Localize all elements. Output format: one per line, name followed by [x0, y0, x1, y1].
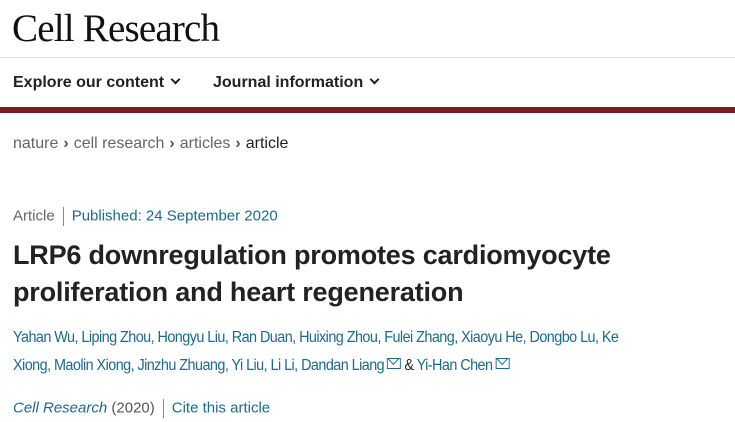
nav-explore-our-content[interactable]: Explore our content: [13, 74, 181, 92]
divider: [162, 399, 164, 418]
breadcrumb-current: article: [245, 135, 289, 152]
breadcrumb-articles[interactable]: articles: [179, 135, 231, 152]
ampersand: &: [404, 357, 414, 374]
breadcrumb: nature › cell research › articles › article: [13, 135, 288, 153]
article-meta: Article Published: 24 September 2020: [13, 207, 278, 226]
accent-bar: [0, 107, 735, 113]
citation-line: Cell Research (2020) Cite this article: [13, 399, 270, 418]
chevron-down-icon: [170, 74, 181, 85]
chevron-right-icon: ›: [169, 135, 175, 152]
cite-this-article-link[interactable]: Cite this article: [171, 399, 271, 417]
journal-name: Cell Research: [13, 399, 108, 417]
author-last[interactable]: Yi-Han Chen: [416, 357, 493, 374]
authors-line-2[interactable]: Xiong, Maolin Xiong, Jinzhu Zhuang, Yi L…: [13, 357, 385, 374]
year: (2020): [111, 399, 155, 417]
breadcrumb-nature[interactable]: nature: [13, 135, 59, 152]
chevron-right-icon: ›: [235, 135, 241, 152]
published-date: Published: 24 September 2020: [71, 207, 278, 225]
journal-logo[interactable]: Cell Research: [12, 7, 220, 50]
article-type: Article: [13, 207, 55, 225]
authors-line-1[interactable]: Yahan Wu, Liping Zhou, Hongyu Liu, Ran D…: [13, 329, 619, 346]
mail-icon[interactable]: [386, 358, 401, 369]
author-list: Yahan Wu, Liping Zhou, Hongyu Liu, Ran D…: [13, 324, 701, 380]
divider: [0, 57, 735, 58]
mail-icon[interactable]: [495, 358, 510, 369]
article-title: LRP6 downregulation promotes cardiomyocy…: [13, 240, 611, 307]
nav-label: Journal information: [213, 74, 364, 91]
chevron-right-icon: ›: [63, 135, 69, 152]
breadcrumb-cell-research[interactable]: cell research: [73, 135, 165, 152]
divider: [62, 207, 64, 226]
nav-journal-information[interactable]: Journal information: [213, 74, 380, 92]
chevron-down-icon: [369, 74, 380, 85]
nav-label: Explore our content: [13, 74, 165, 91]
